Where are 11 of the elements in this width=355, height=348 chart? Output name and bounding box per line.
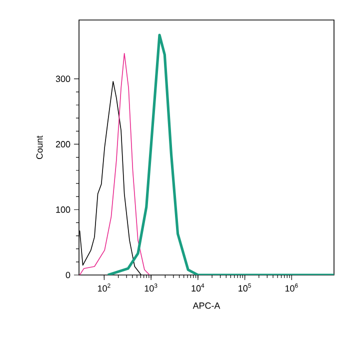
y-tick-label: 300 — [56, 76, 70, 82]
y-tick-label: 200 — [56, 141, 70, 148]
x-tick-label: 10$^{5}$ — [238, 284, 251, 292]
x-axis-title: APC-A — [192, 302, 220, 309]
y-tick-label: 0 — [66, 272, 70, 278]
y-tick-label: 100 — [56, 206, 70, 213]
x-tick-label: 10$^{2}$ — [98, 284, 110, 292]
x-tick-label: 10$^{4}$ — [192, 284, 204, 292]
x-tick-label: 10$^{6}$ — [285, 284, 298, 292]
x-tick-label: 10$^{3}$ — [144, 284, 158, 292]
y-axis-title: Count — [36, 136, 43, 160]
